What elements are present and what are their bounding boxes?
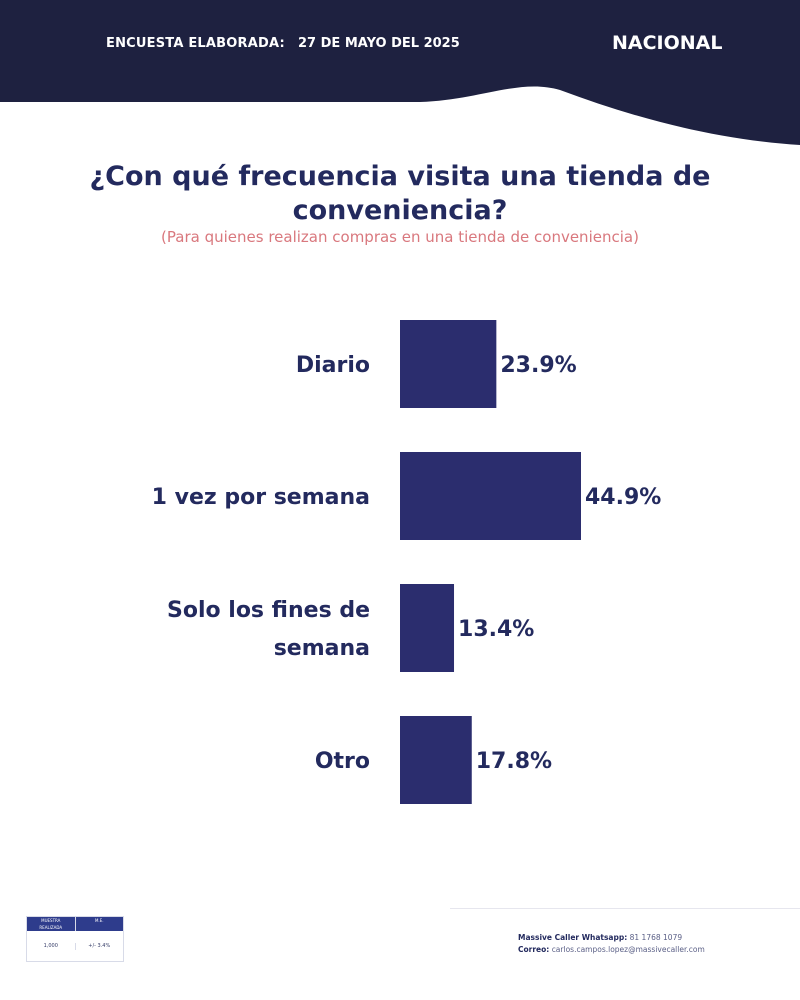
question-title-line-1: ¿Con qué frecuencia visita una tienda de bbox=[89, 161, 711, 192]
email-label: Correo: bbox=[518, 945, 550, 954]
value-label-3: 17.8% bbox=[476, 749, 552, 774]
survey-label: ENCUESTA ELABORADA: bbox=[106, 36, 285, 51]
value-label-1: 44.9% bbox=[585, 485, 661, 510]
email-address: carlos.campos.lopez@massivecaller.com bbox=[551, 945, 705, 954]
contact-info: Massive Caller Whatsapp: 81 1768 1079 Co… bbox=[518, 932, 705, 956]
whatsapp-label: Massive Caller Whatsapp: bbox=[518, 933, 628, 942]
question-title: ¿Con qué frecuencia visita una tienda de… bbox=[40, 160, 760, 228]
bar-2 bbox=[400, 584, 455, 672]
value-label-2: 13.4% bbox=[458, 617, 534, 642]
question-title-line-2: conveniencia? bbox=[292, 195, 508, 226]
footer-divider bbox=[450, 908, 800, 909]
bar-1 bbox=[400, 452, 581, 540]
header-background bbox=[0, 0, 800, 145]
category-label-3: Otro bbox=[315, 749, 370, 774]
bar-3 bbox=[400, 716, 472, 804]
value-label-0: 23.9% bbox=[500, 353, 576, 378]
category-label-2: Solo los fines de semana bbox=[167, 598, 370, 661]
whatsapp-number: 81 1768 1079 bbox=[629, 933, 683, 942]
category-label-1: 1 vez por semana bbox=[152, 485, 370, 510]
sample-size-header: MUESTRA REALIZADA bbox=[39, 918, 63, 930]
scope-label: NACIONAL bbox=[612, 32, 723, 54]
question-subtitle: (Para quienes realizan compras en una ti… bbox=[161, 228, 639, 246]
margin-error-value: +/- 3.4% bbox=[74, 942, 124, 950]
sample-info-table: MUESTRA REALIZADA M.E. 1,000 +/- 3.4% bbox=[26, 916, 124, 962]
bar-chart: Diario 23.9% 1 vez por semana 44.9% Solo los… bbox=[152, 320, 661, 804]
survey-date: 27 DE MAYO DEL 2025 bbox=[298, 36, 460, 51]
category-label-0: Diario bbox=[296, 353, 370, 378]
margin-error-header: M.E. bbox=[74, 917, 124, 931]
sample-size-value: 1,000 bbox=[43, 942, 58, 949]
bar-0 bbox=[400, 320, 497, 408]
